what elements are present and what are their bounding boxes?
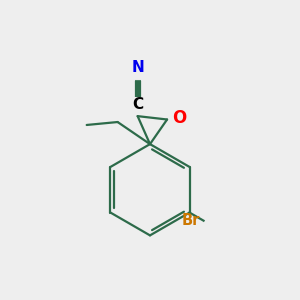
Text: C: C	[132, 97, 143, 112]
Text: N: N	[131, 60, 144, 75]
Text: Br: Br	[182, 213, 200, 228]
Text: O: O	[172, 109, 187, 127]
